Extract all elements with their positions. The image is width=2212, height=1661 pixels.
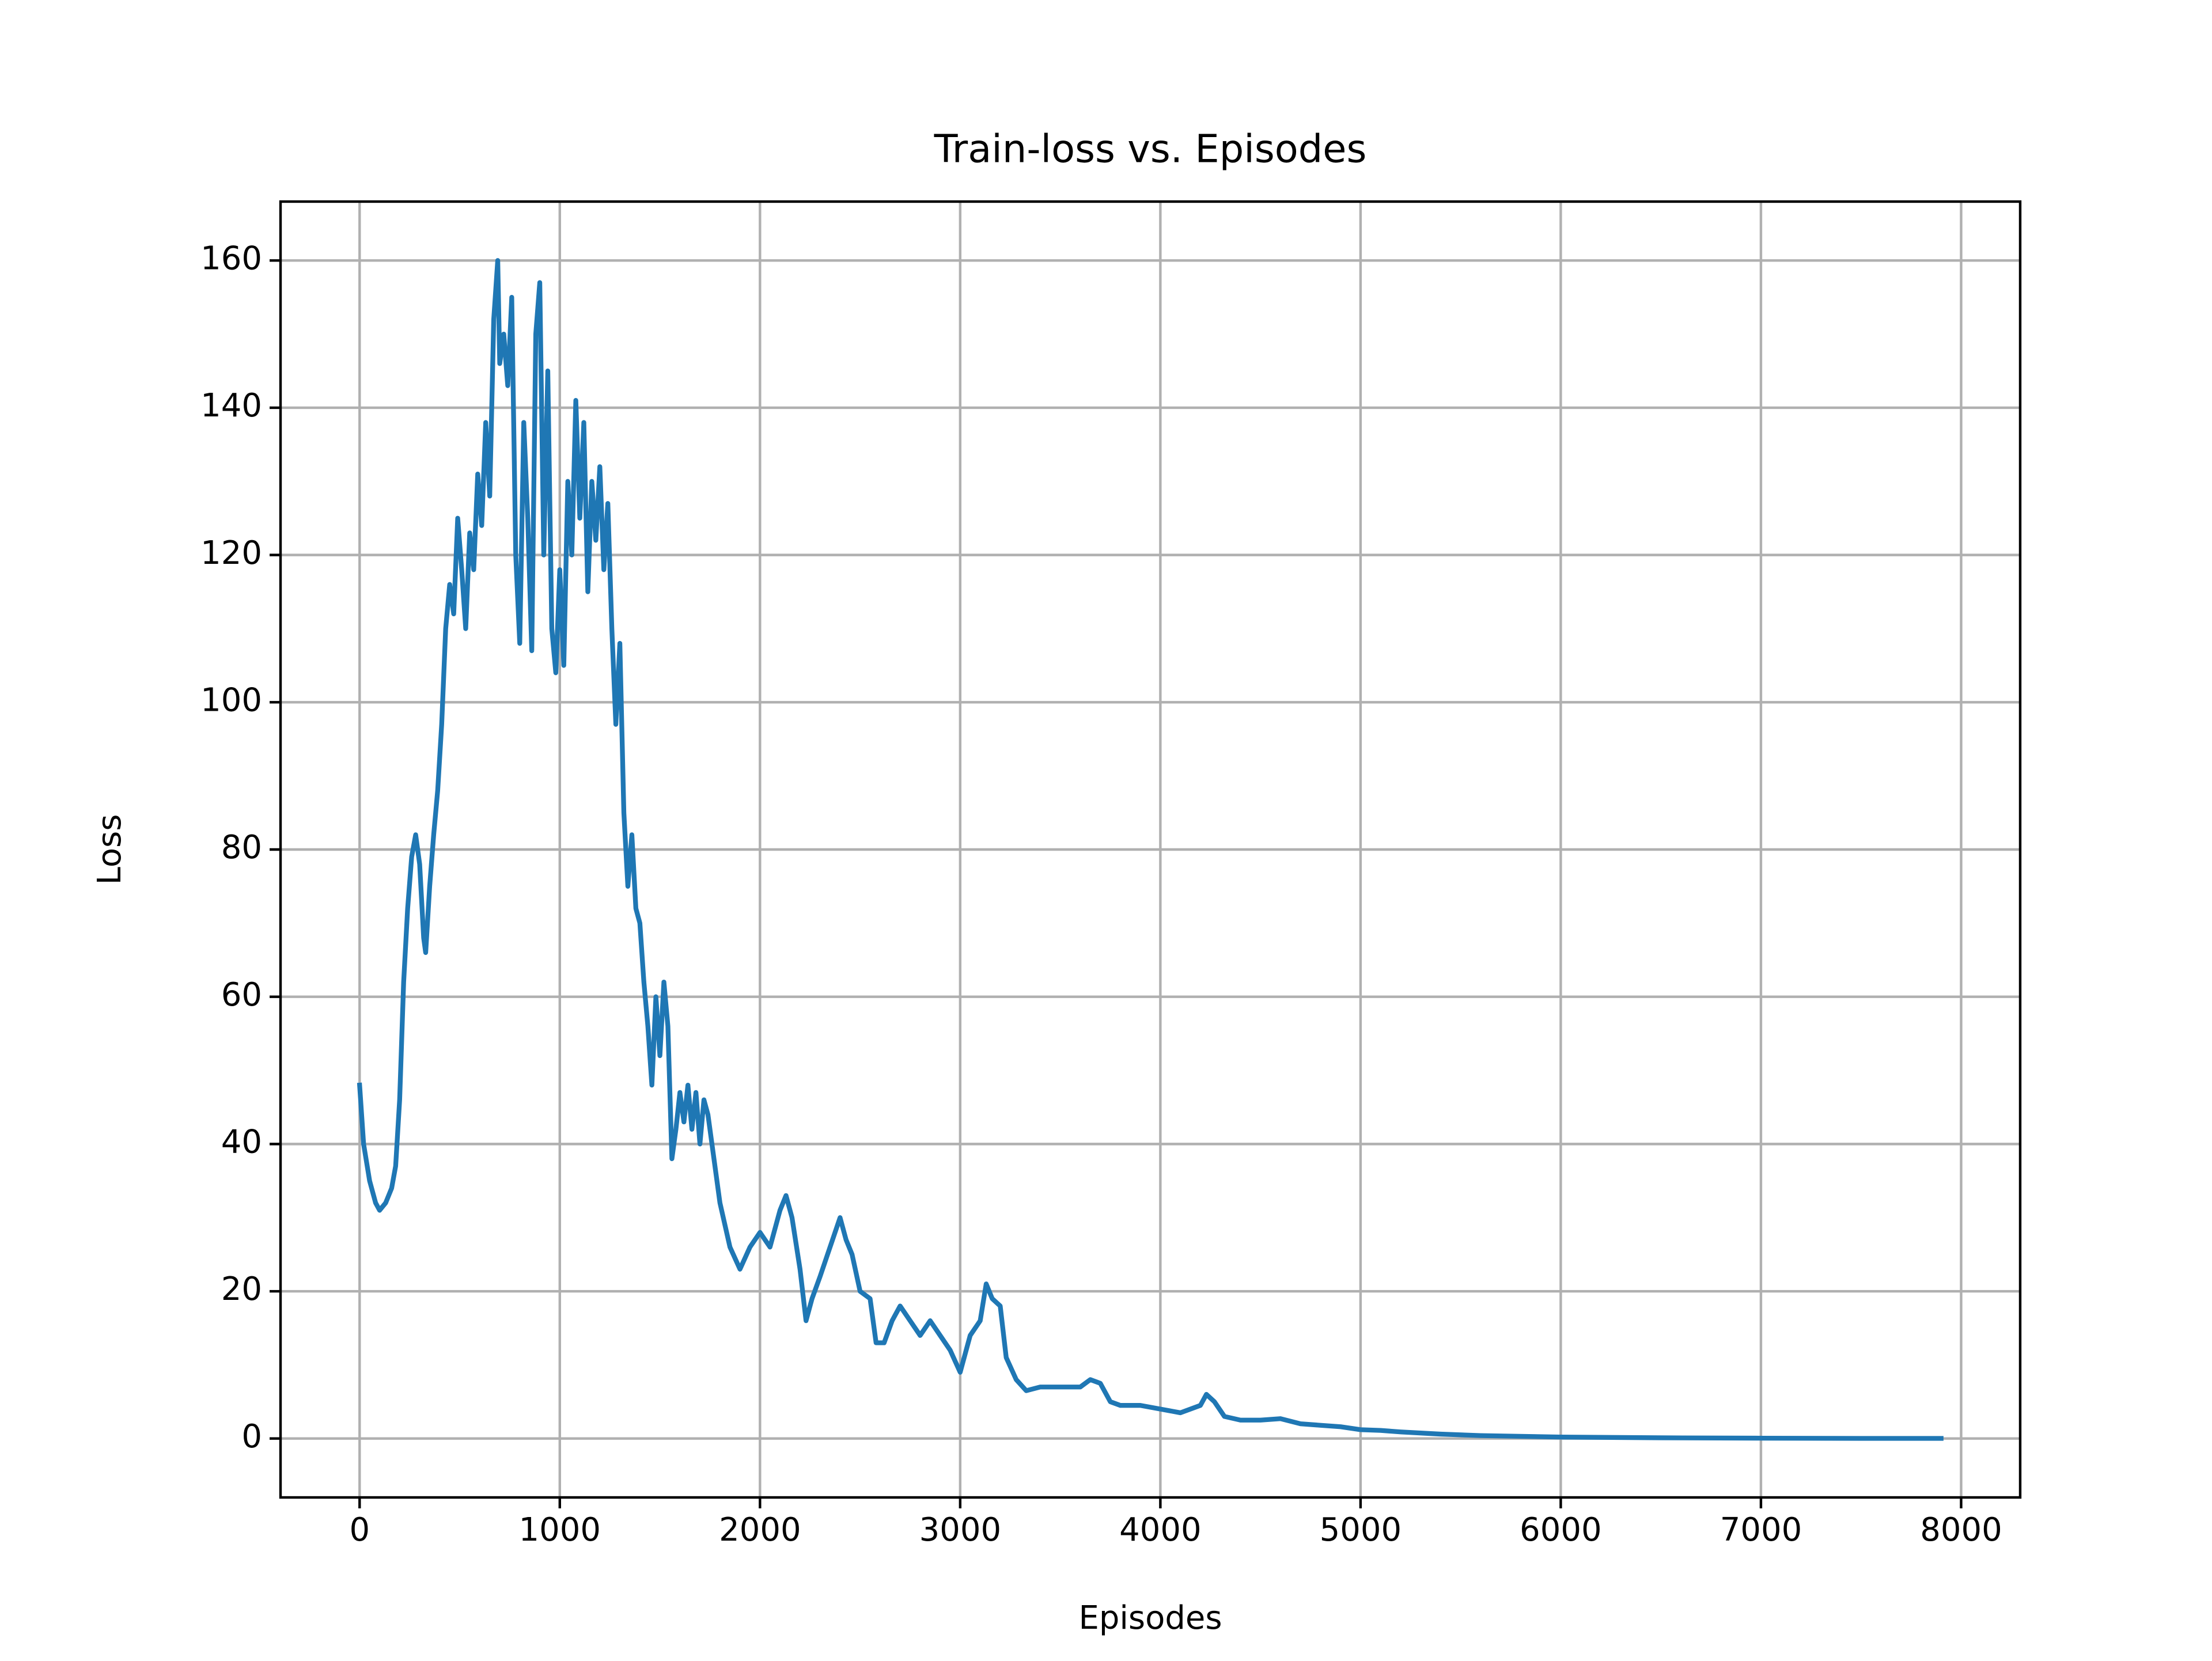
y-tick-label: 40 [221,1124,262,1161]
x-tick-label: 5000 [1320,1511,1402,1549]
x-axis-label: Episodes [1078,1599,1222,1637]
y-tick-label: 100 [200,681,262,719]
x-tick-label: 8000 [1920,1511,2002,1549]
x-tick-label: 1000 [519,1511,601,1549]
y-tick-label: 80 [221,829,262,866]
y-tick-label: 60 [221,976,262,1014]
x-tick-label: 7000 [1720,1511,1802,1549]
y-tick-label: 20 [221,1271,262,1308]
y-tick-label: 160 [200,240,262,277]
y-tick-label: 140 [200,387,262,424]
x-tick-label: 6000 [1520,1511,1602,1549]
axes-frame [279,200,2022,1499]
x-tick-label: 4000 [1119,1511,1202,1549]
x-tick-label: 2000 [719,1511,801,1549]
y-axis-label: Loss [91,814,128,885]
data-line [357,258,1944,1441]
y-tick-label: 0 [241,1418,262,1455]
chart-title: Train-loss vs. Episodes [934,127,1367,172]
y-tick-label: 120 [200,534,262,572]
x-tick-label: 0 [349,1511,370,1549]
x-tick-label: 3000 [919,1511,1002,1549]
